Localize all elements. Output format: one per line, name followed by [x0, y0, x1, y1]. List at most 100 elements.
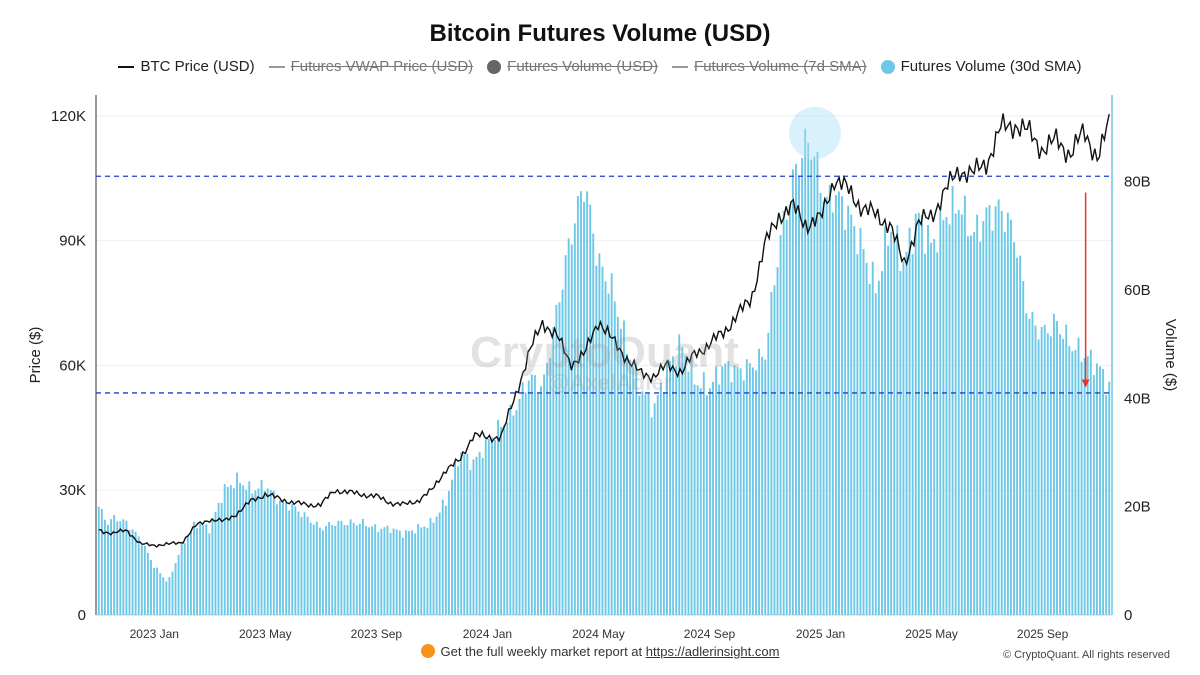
- volume-bar: [263, 490, 266, 615]
- volume-bar: [644, 394, 647, 615]
- volume-bar: [140, 545, 143, 615]
- volume-bar: [506, 422, 509, 615]
- volume-bar: [334, 525, 337, 615]
- volume-bar: [552, 327, 555, 615]
- volume-bar: [905, 251, 908, 615]
- volume-bar: [318, 527, 321, 615]
- volume-bar: [368, 527, 370, 615]
- volume-bar: [279, 500, 281, 615]
- volume-bar: [260, 480, 263, 615]
- volume-bar: [481, 457, 484, 615]
- volume-bar: [917, 212, 920, 616]
- volume-bar: [355, 525, 358, 615]
- btc-price-line: [98, 113, 1110, 548]
- volume-bar: [1102, 369, 1105, 615]
- volume-bar: [500, 426, 503, 615]
- legend-item-vwap-price[interactable]: Futures VWAP Price (USD): [268, 58, 474, 75]
- legend-item-volume-7d[interactable]: Futures Volume (7d SMA): [672, 58, 867, 75]
- volume-bar: [755, 370, 757, 615]
- volume-bar: [586, 191, 589, 616]
- volume-bar: [632, 366, 635, 615]
- volume-bar: [601, 266, 604, 615]
- x-tick-label: 2023 Jan: [130, 627, 179, 641]
- volume-bar: [494, 440, 496, 615]
- volume-bar: [103, 519, 106, 615]
- bitcoin-coin-icon: [420, 644, 435, 658]
- volume-bar: [435, 516, 438, 615]
- volume-bar: [524, 392, 527, 615]
- volume-bar: [1092, 375, 1095, 615]
- volume-bar: [558, 302, 561, 615]
- footer-text: Get the full weekly market report at: [440, 644, 643, 659]
- volume-bar: [1037, 339, 1040, 615]
- volume-bar: [580, 191, 582, 616]
- volume-bar: [730, 382, 733, 615]
- volume-bar: [813, 156, 816, 615]
- volume-bar: [125, 520, 128, 615]
- volume-bar: [963, 195, 966, 615]
- volume-bar: [1019, 255, 1022, 615]
- volume-bar: [623, 320, 625, 615]
- volume-bar: [1043, 324, 1046, 615]
- volume-bar: [315, 521, 318, 615]
- volume-bar: [469, 469, 472, 615]
- volume-bar: [877, 280, 880, 615]
- volume-bar: [300, 516, 303, 615]
- legend-label: Futures VWAP Price (USD): [290, 58, 474, 75]
- legend-label: Futures Volume (USD): [507, 58, 659, 75]
- legend-item-volume-30d[interactable]: Futures Volume (30d SMA): [880, 58, 1082, 75]
- volume-bar: [626, 354, 628, 615]
- legend-swatch-dot-icon: [880, 59, 895, 74]
- volume-bar: [1056, 321, 1058, 615]
- legend-item-btc-price[interactable]: BTC Price (USD): [118, 58, 255, 75]
- legend-swatch-line-icon: [268, 65, 285, 68]
- volume-bar: [543, 374, 546, 615]
- x-tick-label: 2024 Jan: [463, 627, 512, 641]
- volume-bar: [776, 267, 779, 615]
- volume-bar: [429, 518, 432, 615]
- volume-bar: [745, 359, 748, 615]
- arrow-head-icon: [1081, 379, 1090, 388]
- volume-bar: [930, 242, 933, 615]
- volume-bar: [838, 191, 840, 616]
- volume-bar: [881, 270, 883, 615]
- volume-bar: [527, 380, 530, 615]
- volume-bar: [976, 214, 979, 615]
- volume-bar: [306, 516, 309, 615]
- volume-bar: [1077, 337, 1080, 615]
- footer-link[interactable]: https://adlerinsight.com: [645, 644, 780, 659]
- volume-bar: [856, 254, 859, 615]
- volume-bar: [635, 363, 638, 615]
- volume-bar: [472, 459, 475, 615]
- volume-bar: [1022, 281, 1025, 615]
- copyright: © CryptoQuant. All rights reserved: [1002, 649, 1170, 661]
- volume-bar: [159, 573, 162, 615]
- volume-bar: [328, 522, 331, 615]
- watermark: CryptoQuant: [470, 328, 739, 377]
- left-tick-label: 0: [78, 607, 86, 624]
- volume-bar: [616, 316, 619, 615]
- volume-bar: [773, 285, 776, 615]
- volume-bar: [515, 410, 518, 615]
- volume-bar: [322, 530, 324, 615]
- volume-bar: [521, 382, 524, 615]
- volume-bar: [365, 526, 367, 615]
- volume-bar: [1059, 334, 1062, 615]
- volume-bar: [589, 204, 592, 615]
- volume-bar: [229, 485, 232, 615]
- volume-bar: [825, 196, 828, 615]
- volume-bar: [583, 201, 585, 615]
- volume-bar: [239, 483, 242, 615]
- volume-bar: [595, 265, 598, 615]
- volume-bar: [475, 456, 478, 615]
- legend-item-futures-volume[interactable]: Futures Volume (USD): [487, 58, 658, 75]
- volume-bar: [1074, 349, 1077, 615]
- volume-bar: [859, 227, 862, 615]
- volume-bar: [1028, 318, 1031, 615]
- left-tick-label: 30K: [59, 482, 86, 499]
- volume-bar: [398, 530, 401, 615]
- volume-bar: [309, 522, 312, 615]
- volume-bar: [401, 537, 404, 615]
- watermark-handle: @AxelAdler: [548, 370, 673, 395]
- volume-bar: [739, 368, 742, 615]
